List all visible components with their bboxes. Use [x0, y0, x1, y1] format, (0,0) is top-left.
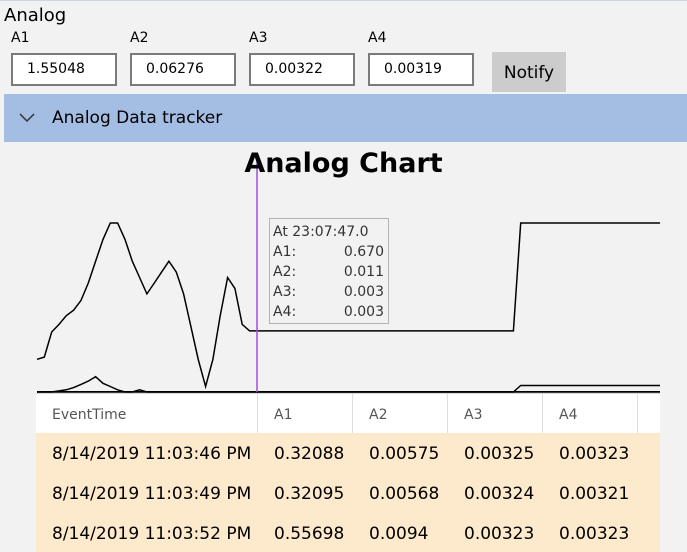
a3-field[interactable]: 0.00322 — [249, 53, 355, 86]
expander-title: Analog Data tracker — [52, 108, 223, 128]
table-cell-a2: 0.00568 — [369, 484, 440, 504]
a3-label: A3 — [249, 30, 268, 46]
column-header-a4[interactable]: A4 — [543, 394, 638, 434]
chevron-down-icon — [19, 113, 35, 123]
tooltip-row-a1: A1: 0.670 — [273, 242, 388, 262]
app-title: Analog — [4, 5, 67, 26]
table-cell-a1: 0.55698 — [274, 524, 345, 544]
table-cell-a1: 0.32095 — [274, 484, 345, 504]
table-cell-a3: 0.00325 — [464, 444, 535, 464]
tooltip-value: 0.003 — [343, 284, 384, 300]
table-cell-a4: 0.00321 — [559, 484, 630, 504]
table-cell-a2: 0.00575 — [369, 444, 440, 464]
column-header-eventtime[interactable]: EventTime — [36, 394, 258, 434]
a2-field[interactable]: 0.06276 — [130, 53, 236, 86]
tooltip-row-a4: A4: 0.003 — [273, 302, 388, 322]
tooltip-row-a3: A3: 0.003 — [273, 282, 388, 302]
tooltip-row-a2: A2: 0.011 — [273, 262, 388, 282]
table-cell-a2: 0.0094 — [369, 524, 429, 544]
data-grid[interactable]: EventTime A1 A2 A3 A4 8/14/2019 11:03:46… — [36, 393, 660, 552]
column-header-a1[interactable]: A1 — [258, 394, 353, 434]
table-cell-a4: 0.00323 — [559, 444, 630, 464]
table-cell-a3: 0.00324 — [464, 484, 535, 504]
a2-label: A2 — [130, 30, 149, 46]
a1-label: A1 — [11, 30, 30, 46]
tooltip-name: A2: — [273, 264, 297, 280]
tooltip-value: 0.011 — [343, 264, 384, 280]
table-row[interactable]: 8/14/2019 11:03:52 PM 0.55698 0.0094 0.0032… — [36, 513, 660, 552]
window-top-border — [0, 0, 687, 1]
tooltip-time: At 23:07:47.0 — [273, 224, 369, 240]
grid-header: EventTime A1 A2 A3 A4 — [36, 393, 660, 434]
table-cell-a3: 0.00323 — [464, 524, 535, 544]
table-row[interactable]: 8/14/2019 11:03:46 PM 0.32088 0.00575 0.003… — [36, 433, 660, 473]
column-header-a3[interactable]: A3 — [448, 394, 543, 434]
table-cell-eventtime: 8/14/2019 11:03:52 PM — [52, 524, 252, 544]
analog-chart[interactable] — [0, 150, 687, 395]
a4-field[interactable]: 0.00319 — [368, 53, 474, 86]
table-cell-a1: 0.32088 — [274, 444, 345, 464]
tooltip-value: 0.003 — [343, 304, 384, 320]
chart-tooltip: At 23:07:47.0 A1: 0.670 A2: 0.011 A3: 0.003… — [269, 218, 389, 324]
table-cell-eventtime: 8/14/2019 11:03:46 PM — [52, 444, 252, 464]
column-header-a2[interactable]: A2 — [353, 394, 448, 434]
table-cell-a4: 0.00323 — [559, 524, 630, 544]
tooltip-name: A1: — [273, 244, 297, 260]
a1-field[interactable]: 1.55048 — [11, 53, 117, 86]
chart-title: Analog Chart — [244, 148, 443, 179]
tooltip-name: A4: — [273, 304, 297, 320]
tooltip-name: A3: — [273, 284, 297, 300]
table-cell-eventtime: 8/14/2019 11:03:49 PM — [52, 484, 252, 504]
a4-label: A4 — [368, 30, 387, 46]
notify-button[interactable]: Notify — [492, 52, 566, 92]
table-row[interactable]: 8/14/2019 11:03:49 PM 0.32095 0.00568 0.003… — [36, 473, 660, 513]
series-line-a2 — [37, 375, 660, 393]
analog-data-tracker-expander[interactable]: Analog Data tracker — [4, 94, 687, 142]
tooltip-value: 0.670 — [343, 244, 384, 260]
series-line-a1 — [36, 222, 660, 390]
